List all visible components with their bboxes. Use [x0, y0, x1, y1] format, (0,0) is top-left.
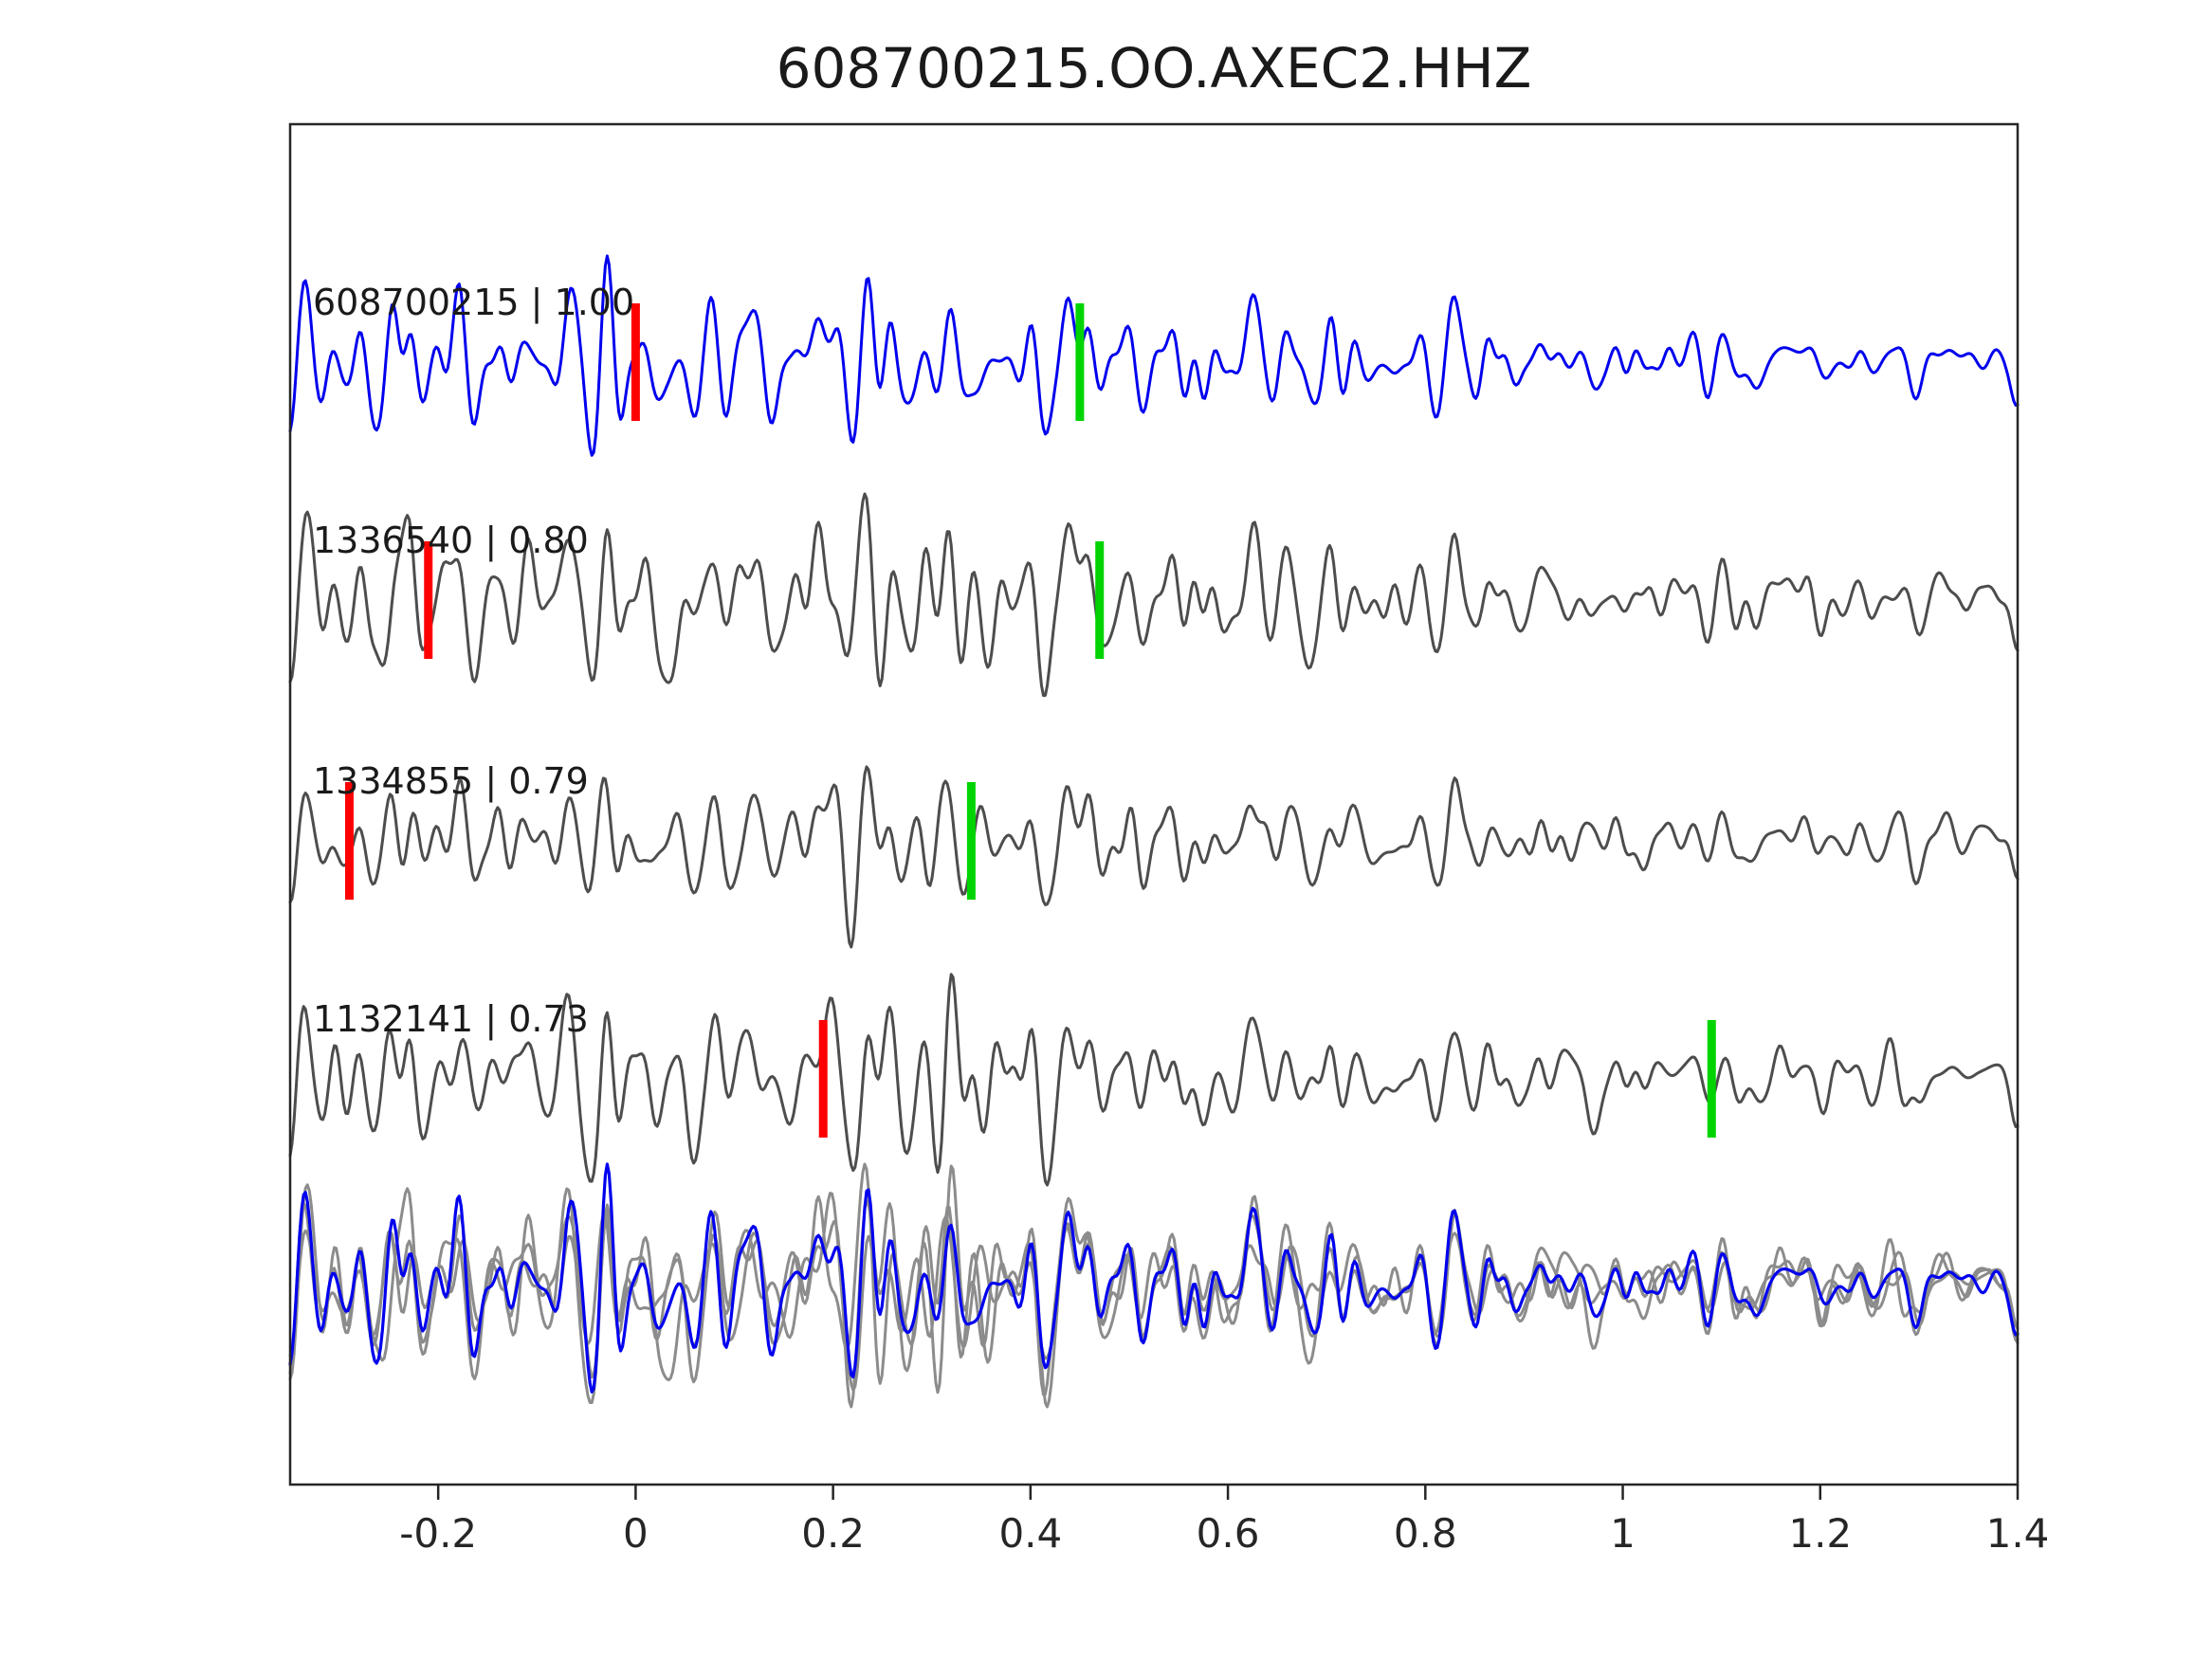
x-tick-label: 0.8 [1394, 1510, 1457, 1557]
trace-label: 608700215 | 1.00 [313, 282, 634, 324]
trace-waveform [288, 254, 2020, 457]
trace-waveform [288, 765, 2020, 949]
overlay-row [288, 1162, 2020, 1409]
trace-labels: 608700215 | 1.00 1336540 | 0.80 1334855 | … [313, 282, 634, 1041]
trace-row [288, 765, 2020, 949]
axes-frame [288, 122, 2020, 1486]
x-tick-label: 0.6 [1197, 1510, 1260, 1557]
x-tick-label: 1.4 [1986, 1510, 2050, 1557]
overlay-detection-waveform [288, 1199, 2020, 1409]
x-tick-label: -0.2 [399, 1510, 477, 1557]
trace-label: 1334855 | 0.79 [313, 760, 589, 803]
plot-title: 608700215.OO.AXEC2.HHZ [777, 36, 1532, 100]
overlay-template-waveform [288, 1162, 2020, 1394]
trace-waveform [288, 492, 2020, 698]
trace-waveform [288, 973, 2020, 1187]
x-axis-ticks: -0.2 0 0.2 0.4 0.6 0.8 1 1.2 1.4 [399, 1485, 2049, 1557]
x-tick-label: 0.4 [998, 1510, 1062, 1557]
x-tick-label: 1 [1610, 1510, 1636, 1557]
trace-group [288, 254, 2020, 1187]
pick-markers [344, 303, 1716, 1138]
trace-row [288, 492, 2020, 698]
x-tick-label: 1.2 [1788, 1510, 1852, 1557]
trace-row [288, 254, 2020, 457]
trace-label: 1132141 | 0.73 [313, 998, 589, 1041]
trace-row [288, 973, 2020, 1187]
trace-label: 1336540 | 0.80 [313, 520, 589, 562]
x-tick-label: 0.2 [801, 1510, 865, 1557]
x-tick-label: 0 [623, 1510, 649, 1557]
